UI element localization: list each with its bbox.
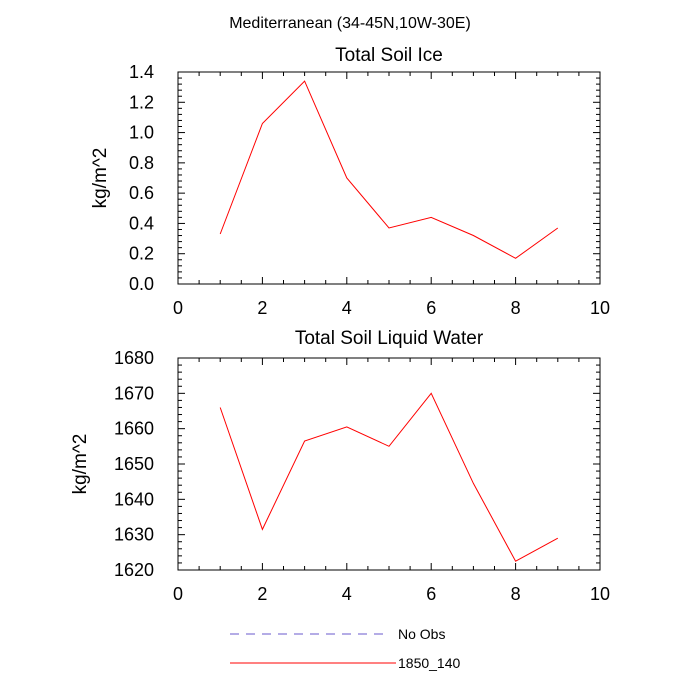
y-tick-label: 1650 <box>114 454 154 474</box>
y-tick-label: 0.4 <box>129 213 154 233</box>
figure-title: Mediterranean (34-45N,10W-30E) <box>229 15 471 32</box>
x-tick-label: 8 <box>511 298 521 318</box>
series-line <box>219 392 559 562</box>
y-tick-label: 1.2 <box>129 92 154 112</box>
panel-total-soil-ice: Total Soil Ice kg/m^2 0 2 4 6 8 10 0.0 0.2 0.4 0.… <box>90 45 610 318</box>
y-tick-label: 1.0 <box>129 123 154 143</box>
y-tick-label: 0.2 <box>129 244 154 264</box>
y-tick-label: 1.4 <box>129 62 154 82</box>
x-tick-label: 4 <box>342 298 352 318</box>
x-tick-label: 4 <box>342 584 352 604</box>
y-tick-label: 1680 <box>114 348 154 368</box>
y-axis-label: kg/m^2 <box>70 434 91 495</box>
panel-title: Total Soil Liquid Water <box>295 328 484 349</box>
y-tick-label: 1620 <box>114 560 154 580</box>
x-tick-label: 8 <box>511 584 521 604</box>
plot-frame <box>177 357 601 571</box>
legend-label-no-obs: No Obs <box>398 626 445 642</box>
x-tick-label: 2 <box>257 298 267 318</box>
y-tick-label: 1640 <box>114 489 154 509</box>
series-line <box>219 80 559 259</box>
x-tick-label: 6 <box>426 584 436 604</box>
y-tick-label: 1630 <box>114 525 154 545</box>
y-tick-label: 0.8 <box>129 153 154 173</box>
legend: No Obs 1850_140 <box>230 626 461 671</box>
y-axis-label: kg/m^2 <box>90 148 111 209</box>
y-tick-label: 1670 <box>114 383 154 403</box>
x-tick-label: 0 <box>173 298 183 318</box>
x-tick-label: 10 <box>590 298 610 318</box>
x-tick-label: 10 <box>590 584 610 604</box>
panel-title: Total Soil Ice <box>335 45 443 66</box>
y-tick-label: 1660 <box>114 419 154 439</box>
x-tick-label: 6 <box>426 298 436 318</box>
panel-total-soil-liquid-water: Total Soil Liquid Water kg/m^2 0 2 4 6 8 10 16… <box>70 328 610 604</box>
legend-label-1850-140: 1850_140 <box>398 655 461 671</box>
y-tick-label: 0.6 <box>129 183 154 203</box>
x-tick-label: 2 <box>257 584 267 604</box>
x-tick-label: 0 <box>173 584 183 604</box>
y-tick-label: 0.0 <box>129 274 154 294</box>
